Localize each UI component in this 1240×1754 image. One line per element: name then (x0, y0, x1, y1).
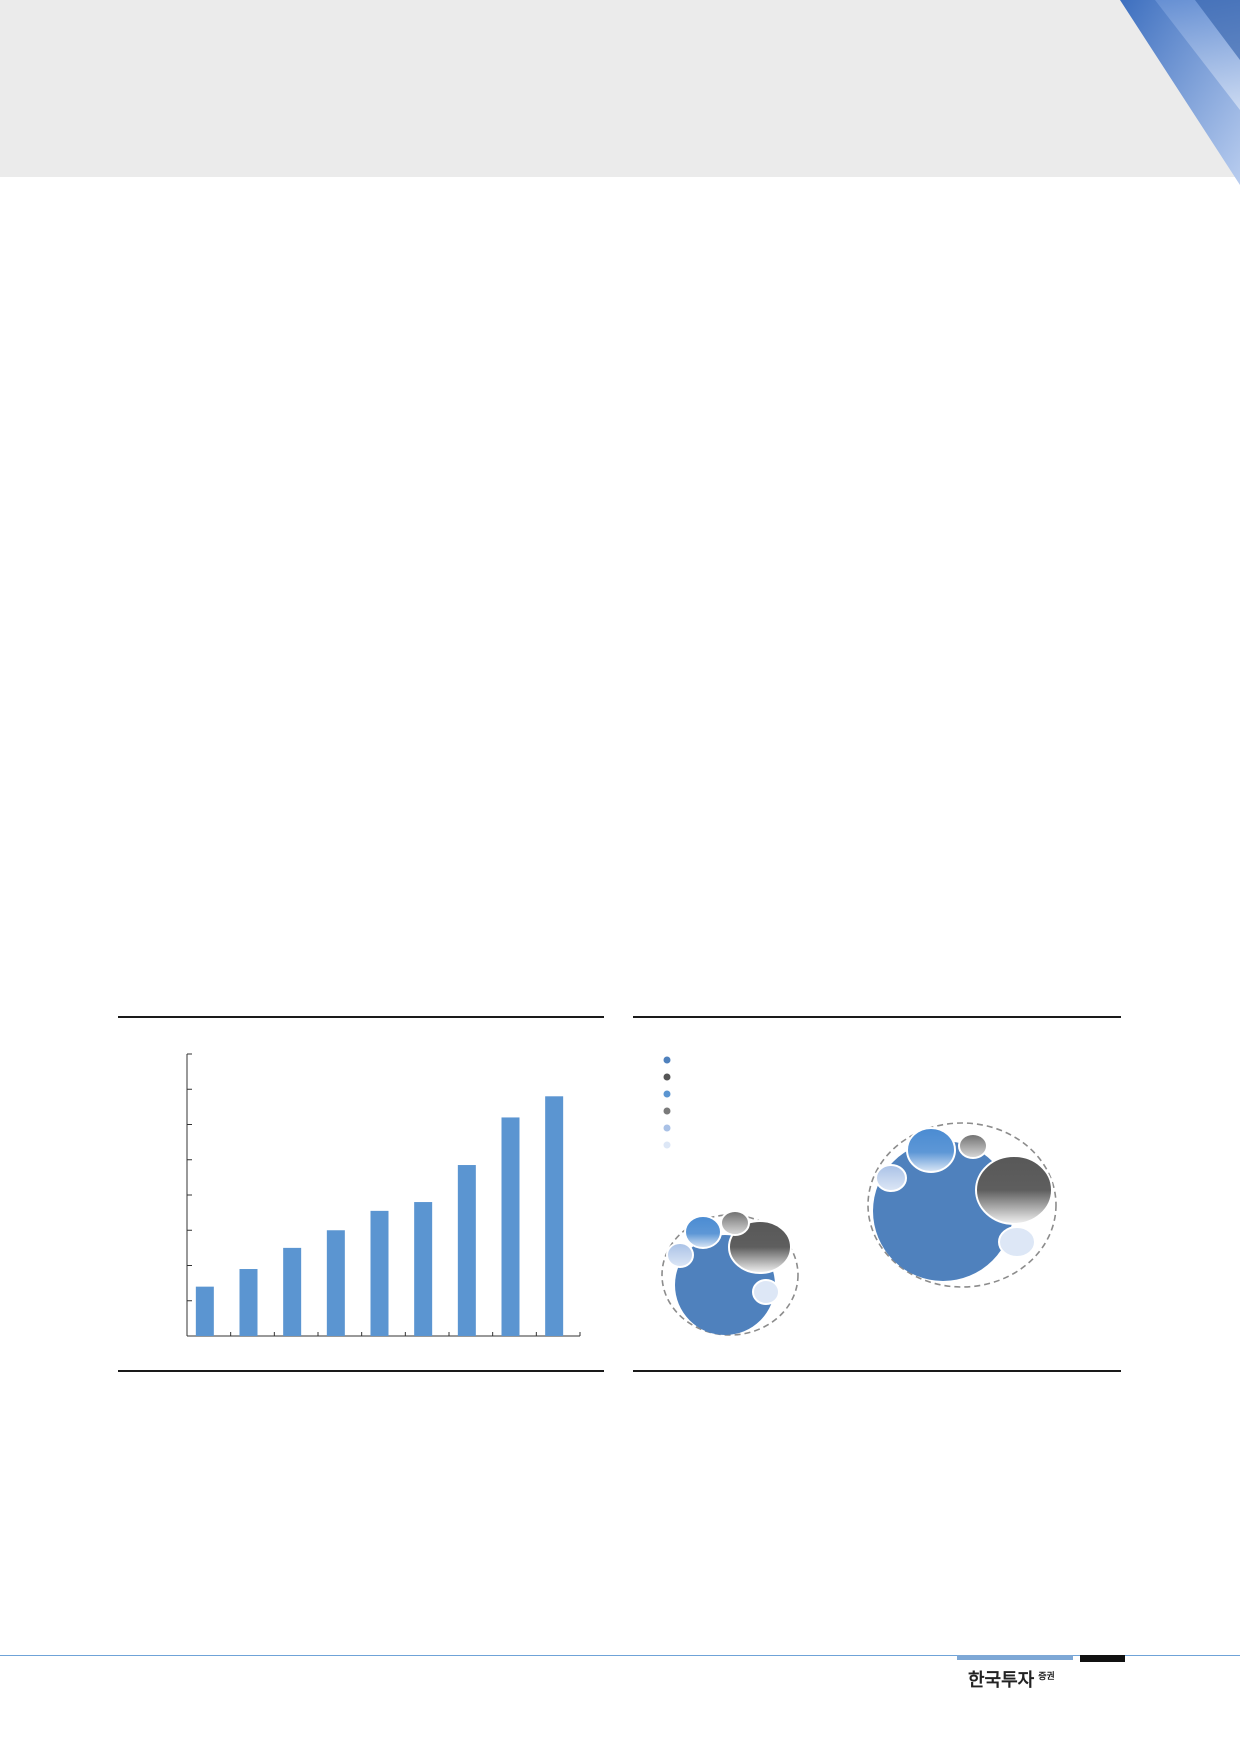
group-boundary-large (867, 1122, 1057, 1288)
legend-marker-2 (663, 1073, 671, 1081)
right-panel-top-rule (633, 1016, 1121, 1018)
left-panel-bottom-rule (118, 1370, 604, 1372)
legend-marker-6 (663, 1141, 671, 1149)
right-panel-bottom-rule (633, 1370, 1121, 1372)
bubble-dark-small (728, 1220, 792, 1274)
bubble-group-large (867, 1122, 1057, 1288)
legend-marker-3 (663, 1090, 671, 1098)
bubble-pale-small (752, 1279, 780, 1305)
legend-marker-5 (663, 1124, 671, 1132)
brand-name: 한국투자 (968, 1670, 1035, 1690)
brand-logo: 한국투자 증권 (968, 1666, 1055, 1692)
bubble-blue-small (684, 1215, 722, 1249)
bar (239, 1269, 258, 1336)
corner-decoration (1120, 0, 1240, 185)
bar (501, 1117, 520, 1336)
bubble-blue-large (906, 1127, 956, 1173)
bubble-light-large (875, 1164, 907, 1192)
bubble-dark-large (975, 1155, 1053, 1225)
legend-marker-1 (663, 1056, 671, 1064)
bubble-group-small (661, 1210, 799, 1336)
header-band (0, 0, 1240, 177)
bubble-gray-small (720, 1210, 750, 1236)
bar (370, 1210, 389, 1336)
bar (414, 1202, 433, 1336)
bubble-gray-large (958, 1133, 988, 1159)
bubble-pale-large (998, 1226, 1036, 1258)
bar (195, 1286, 214, 1336)
bubble-light-small (666, 1242, 694, 1268)
bar (326, 1230, 345, 1336)
footer-accent-blue (957, 1655, 1073, 1660)
bar-chart (186, 1053, 581, 1337)
bar (457, 1165, 476, 1336)
bubble-chart (661, 1056, 1057, 1336)
bar (545, 1096, 564, 1336)
left-panel-top-rule (118, 1016, 604, 1018)
footer-accent-black (1080, 1655, 1125, 1662)
legend-marker-4 (663, 1107, 671, 1115)
footer-line (0, 1655, 1240, 1656)
bar (283, 1247, 302, 1336)
bubble-main-large (873, 1141, 1013, 1281)
brand-suffix: 증권 (1038, 1671, 1055, 1681)
